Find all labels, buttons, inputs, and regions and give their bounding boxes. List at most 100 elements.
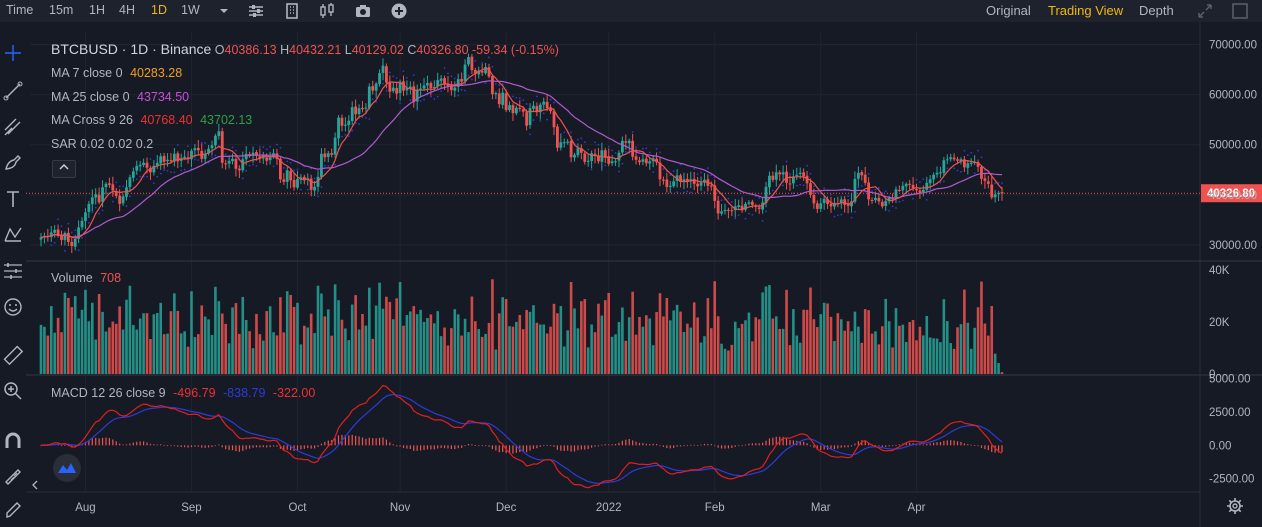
- macd-hist-bar: [950, 440, 952, 446]
- candles-icon[interactable]: [318, 2, 336, 20]
- collapse-toolbar-icon[interactable]: [30, 478, 40, 492]
- view-tab-depth[interactable]: Depth: [1139, 3, 1174, 18]
- interval-1h[interactable]: 1H: [89, 3, 105, 17]
- macd-hist-bar: [717, 445, 719, 448]
- macd-hist-bar: [549, 445, 552, 447]
- sar-point: [64, 250, 66, 252]
- macd-hist-bar: [936, 442, 938, 446]
- tradingview-logo[interactable]: [52, 453, 82, 483]
- candle-body: [648, 161, 652, 164]
- candle-body: [251, 152, 255, 156]
- candle-body: [487, 67, 491, 77]
- candle-body: [422, 85, 426, 89]
- volume-bar: [135, 329, 139, 374]
- fullscreen-icon[interactable]: [1231, 2, 1249, 20]
- sar-point: [293, 169, 295, 172]
- macd-hist-bar: [194, 445, 196, 447]
- interval-1w[interactable]: 1W: [181, 3, 200, 17]
- gear-icon[interactable]: [1226, 497, 1244, 515]
- volume-bar: [446, 345, 450, 374]
- pencil-icon[interactable]: [2, 498, 24, 520]
- ruler-icon[interactable]: [2, 344, 24, 366]
- emoji-icon[interactable]: [2, 296, 24, 318]
- macd-hist-bar: [337, 435, 340, 446]
- macd-hist-bar: [57, 444, 59, 446]
- macd-hist-bar: [714, 445, 716, 447]
- candle-body: [713, 185, 717, 201]
- sar-point: [758, 197, 761, 199]
- sar-point: [621, 162, 624, 165]
- indicator-settings-icon[interactable]: [247, 2, 265, 20]
- candle-body: [159, 156, 163, 164]
- ma7-value: 40283.28: [130, 66, 183, 80]
- prediction-icon[interactable]: [2, 260, 24, 282]
- sar-point: [436, 95, 439, 98]
- macd-hist-bar: [296, 445, 299, 451]
- candle-body: [942, 160, 946, 173]
- fib-channel-icon[interactable]: [2, 116, 24, 138]
- building-icon[interactable]: [283, 2, 301, 20]
- candle-body: [261, 156, 265, 159]
- volume-bar: [556, 313, 559, 374]
- pattern-icon[interactable]: [2, 224, 24, 246]
- candle-body: [138, 164, 142, 167]
- zoom-in-icon[interactable]: [2, 380, 24, 402]
- crosshair-icon[interactable]: [2, 42, 24, 64]
- macd-hist-bar: [231, 445, 234, 451]
- candle-body: [439, 78, 443, 81]
- add-indicator-icon[interactable]: [390, 2, 408, 20]
- sar-point: [258, 145, 261, 148]
- candle-body: [217, 131, 221, 136]
- macd-hist-bar: [635, 441, 637, 446]
- interval-time[interactable]: Time: [6, 3, 34, 17]
- volume-bar: [836, 313, 840, 374]
- sar-point: [115, 181, 118, 184]
- candle-body: [665, 179, 669, 187]
- magnet-icon[interactable]: [2, 430, 24, 452]
- volume-bar: [101, 311, 104, 374]
- candle-body: [682, 179, 686, 182]
- macd-hist-bar: [112, 439, 114, 446]
- candle-body: [679, 175, 682, 182]
- sar-point: [87, 221, 90, 224]
- view-tab-trading-view[interactable]: Trading View: [1048, 3, 1124, 18]
- time-tick-label: Aug: [75, 502, 95, 514]
- candle-body: [614, 161, 617, 163]
- interval-15m[interactable]: 15m: [49, 3, 74, 17]
- chart-axes: 40326.80 70000.00 60000.00 50000.00 40000.00…: [75, 40, 1262, 514]
- view-tab-original[interactable]: Original: [986, 3, 1031, 18]
- sar-point: [607, 145, 610, 148]
- macd-hist-bar: [926, 444, 928, 446]
- candle-body: [990, 184, 994, 198]
- interval-dropdown-icon[interactable]: [215, 2, 233, 20]
- camera-icon[interactable]: [354, 2, 372, 20]
- macd-value-a: -496.79: [173, 386, 216, 400]
- volume-bar: [747, 312, 751, 374]
- macd-hist-bar: [748, 443, 750, 446]
- candle-body: [583, 153, 587, 162]
- macd-hist-bar: [960, 441, 962, 446]
- volume-bar: [600, 315, 604, 374]
- expand-icon[interactable]: [1196, 2, 1214, 20]
- brush-icon[interactable]: [2, 152, 24, 174]
- interval-4h[interactable]: 4H: [119, 3, 135, 17]
- collapse-legend-button[interactable]: [52, 160, 76, 178]
- candle-body: [521, 109, 525, 112]
- volume-bar: [391, 319, 395, 374]
- macd-hist-bar: [142, 441, 145, 446]
- sar-point: [840, 213, 843, 216]
- sar-point: [966, 154, 969, 157]
- sar-point: [484, 82, 487, 85]
- macd-hist-bar: [101, 437, 104, 446]
- interval-1d[interactable]: 1D: [151, 3, 167, 17]
- candle-body: [367, 86, 371, 108]
- text-tool-icon[interactable]: [2, 188, 24, 210]
- macd-hist-bar: [662, 445, 665, 447]
- ma-cross-legend: MA Cross 9 26 40768.40 43702.13: [51, 113, 252, 127]
- volume-bar: [142, 313, 145, 374]
- volume-bar: [805, 309, 809, 374]
- trend-line-icon[interactable]: [2, 80, 24, 102]
- lock-drawing-icon[interactable]: [2, 464, 24, 486]
- volume-bar: [432, 323, 436, 374]
